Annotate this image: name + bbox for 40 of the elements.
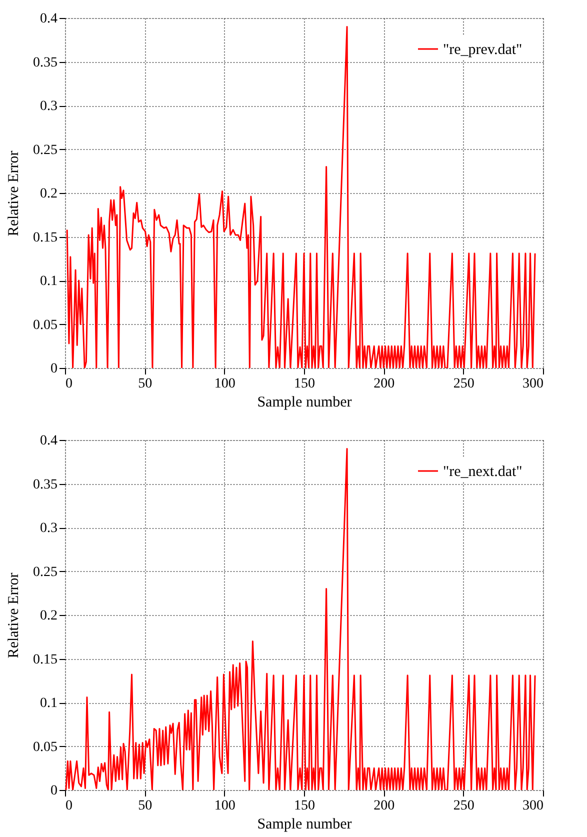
y-tick-label: 0.1 — [40, 274, 58, 289]
x-tick-label: 0 — [66, 376, 72, 392]
y-tick-label: 0.35 — [33, 55, 58, 70]
y-axis-title: Relative Error — [6, 572, 22, 658]
x-tick-label: 300 — [522, 376, 544, 392]
x-tick-label: 200 — [374, 798, 395, 814]
y-tick-label: 0.15 — [33, 230, 58, 246]
y-tick-label: 0.3 — [40, 521, 58, 536]
y-axis-title: Relative Error — [6, 150, 22, 236]
x-axis-title: Sample number — [257, 394, 352, 410]
x-tick-label: 100 — [214, 376, 236, 392]
y-tick-label: 0 — [50, 784, 58, 798]
y-tick-label: 0.35 — [33, 477, 58, 492]
legend-label: "re_next.dat" — [443, 464, 522, 480]
x-tick-label: 250 — [453, 798, 474, 814]
x-axis-title: Sample number — [257, 816, 352, 832]
x-tick-label: 200 — [374, 376, 395, 392]
y-tick-label: 0.2 — [40, 186, 58, 202]
y-tick-label: 0.25 — [33, 564, 58, 580]
line-series — [66, 26, 536, 368]
x-tick-label: 150 — [294, 798, 315, 814]
y-tick-label: 0.2 — [40, 608, 58, 624]
line-series — [65, 448, 536, 790]
y-tick-label: 0.05 — [33, 740, 58, 755]
x-tick-label: 100 — [214, 798, 236, 814]
x-tick-label: 50 — [138, 798, 152, 814]
x-tick-label: 50 — [138, 376, 152, 392]
y-tick-label: 0.15 — [33, 652, 58, 668]
x-tick-label: 150 — [294, 376, 315, 392]
y-tick-label: 0.4 — [40, 12, 58, 26]
y-tick-label: 0.25 — [33, 142, 58, 158]
y-tick-label: 0.1 — [40, 696, 58, 711]
x-tick-label: 250 — [453, 376, 474, 392]
x-tick-label: 300 — [522, 798, 544, 814]
y-tick-label: 0.3 — [40, 99, 58, 114]
legend-label: "re_prev.dat" — [443, 42, 522, 58]
x-tick-label: 0 — [66, 798, 72, 814]
y-tick-label: 0.05 — [33, 318, 58, 333]
y-tick-label: 0 — [50, 362, 58, 376]
y-tick-label: 0.4 — [40, 434, 58, 448]
